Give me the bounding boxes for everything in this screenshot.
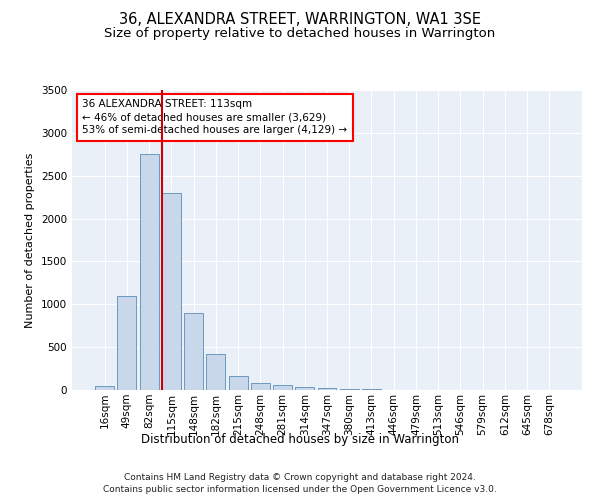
Bar bbox=[162, 193, 181, 390]
Bar bbox=[295, 386, 314, 390]
Text: Contains HM Land Registry data © Crown copyright and database right 2024.: Contains HM Land Registry data © Crown c… bbox=[124, 472, 476, 482]
Bar bbox=[273, 385, 292, 390]
Text: Size of property relative to detached houses in Warrington: Size of property relative to detached ho… bbox=[104, 28, 496, 40]
Bar bbox=[206, 354, 225, 390]
Bar bbox=[317, 388, 337, 390]
Bar bbox=[340, 389, 359, 390]
Bar bbox=[251, 382, 270, 390]
Y-axis label: Number of detached properties: Number of detached properties bbox=[25, 152, 35, 328]
Text: 36 ALEXANDRA STREET: 113sqm
← 46% of detached houses are smaller (3,629)
53% of : 36 ALEXANDRA STREET: 113sqm ← 46% of det… bbox=[82, 99, 347, 136]
Bar bbox=[95, 386, 114, 390]
Bar bbox=[184, 313, 203, 390]
Bar bbox=[140, 154, 158, 390]
Bar bbox=[118, 296, 136, 390]
Text: 36, ALEXANDRA STREET, WARRINGTON, WA1 3SE: 36, ALEXANDRA STREET, WARRINGTON, WA1 3S… bbox=[119, 12, 481, 28]
Bar bbox=[229, 376, 248, 390]
Bar bbox=[362, 389, 381, 390]
Text: Contains public sector information licensed under the Open Government Licence v3: Contains public sector information licen… bbox=[103, 485, 497, 494]
Text: Distribution of detached houses by size in Warrington: Distribution of detached houses by size … bbox=[141, 432, 459, 446]
